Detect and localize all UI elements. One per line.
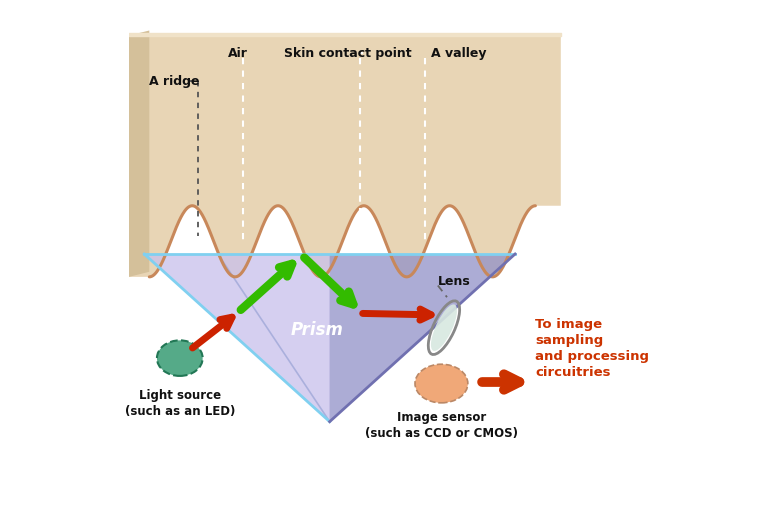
- Text: Light source
(such as an LED): Light source (such as an LED): [125, 389, 235, 418]
- Polygon shape: [129, 30, 149, 277]
- Text: Skin contact point: Skin contact point: [284, 47, 411, 60]
- Polygon shape: [144, 254, 329, 422]
- Text: Prism: Prism: [290, 321, 343, 339]
- Text: Image sensor
(such as CCD or CMOS): Image sensor (such as CCD or CMOS): [365, 411, 518, 440]
- Text: Air: Air: [228, 47, 248, 60]
- Text: A ridge: A ridge: [149, 75, 200, 88]
- Text: To image
sampling
and processing
circuitries: To image sampling and processing circuit…: [535, 319, 650, 379]
- Text: Lens: Lens: [438, 275, 470, 289]
- Text: A valley: A valley: [431, 47, 486, 60]
- Ellipse shape: [157, 340, 203, 376]
- Polygon shape: [329, 254, 515, 422]
- Ellipse shape: [415, 364, 468, 403]
- Polygon shape: [129, 36, 561, 277]
- Ellipse shape: [431, 304, 457, 351]
